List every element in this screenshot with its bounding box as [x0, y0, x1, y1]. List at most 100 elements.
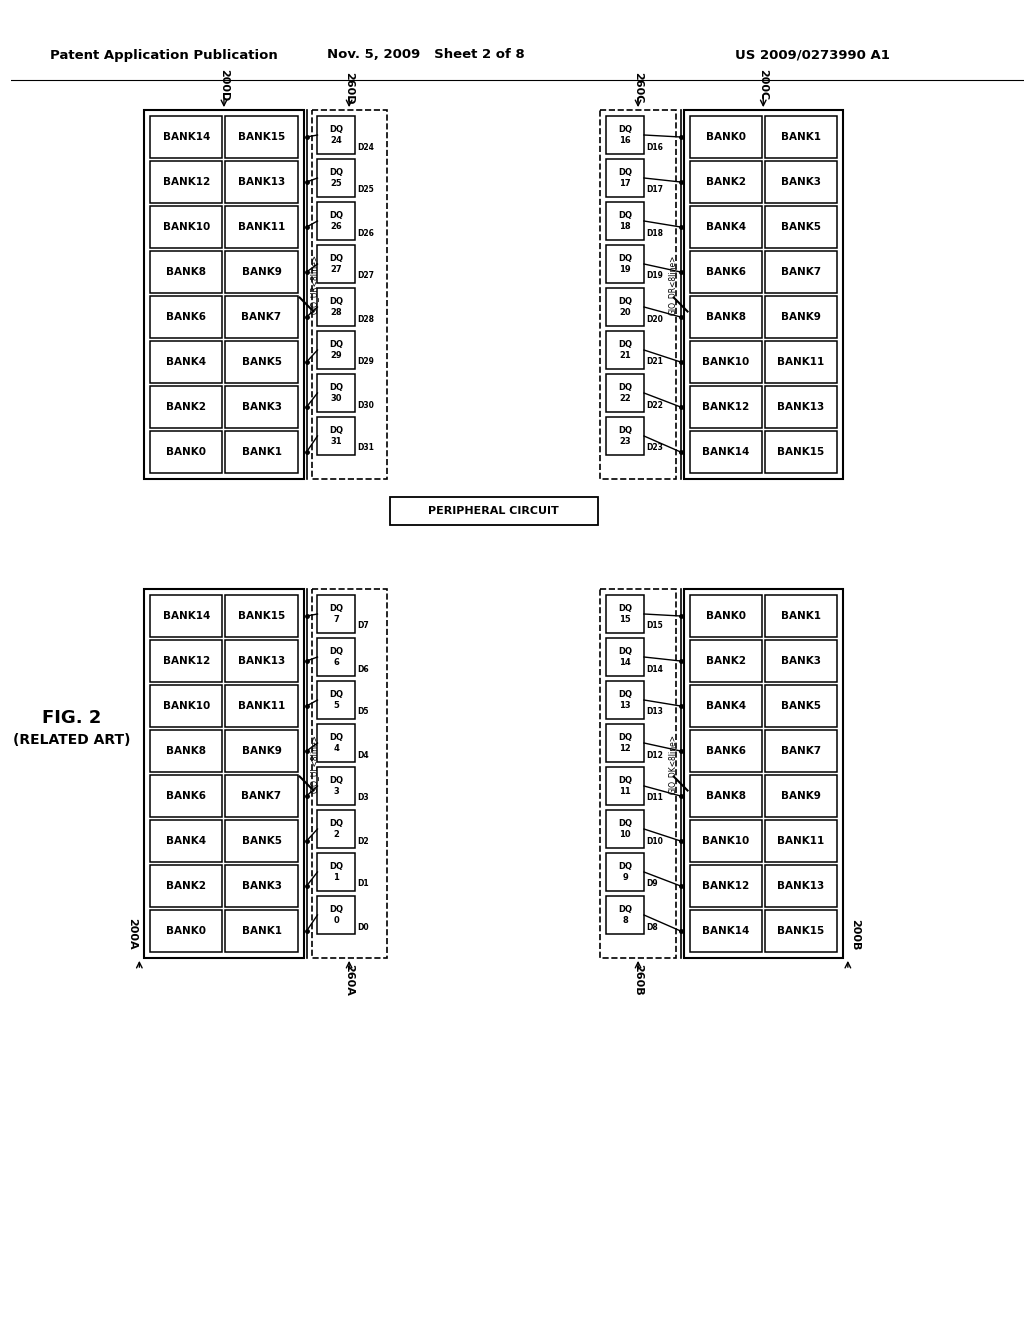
Bar	[311, 110, 387, 479]
Bar	[151, 820, 222, 862]
Bar	[225, 820, 298, 862]
Text: DQ
1: DQ 1	[330, 862, 343, 882]
Bar	[765, 595, 837, 638]
Text: BANK8: BANK8	[166, 746, 207, 756]
Text: BANK7: BANK7	[780, 746, 821, 756]
Text: 200A: 200A	[127, 919, 137, 950]
Bar	[765, 432, 837, 473]
Text: D21: D21	[646, 358, 663, 367]
Text: BANK4: BANK4	[166, 356, 207, 367]
Text: DQ
20: DQ 20	[618, 297, 632, 317]
Text: BANK13: BANK13	[777, 880, 824, 891]
Text: DQ
2: DQ 2	[330, 820, 343, 838]
Bar	[225, 432, 298, 473]
Text: BANK5: BANK5	[781, 701, 821, 711]
Bar	[689, 775, 762, 817]
Bar	[765, 820, 837, 862]
Text: D29: D29	[357, 358, 374, 367]
Text: D26: D26	[357, 228, 374, 238]
Text: US 2009/0273990 A1: US 2009/0273990 A1	[735, 49, 890, 62]
Bar	[765, 865, 837, 907]
Bar	[317, 202, 355, 240]
Bar	[317, 723, 355, 762]
Text: BANK1: BANK1	[781, 611, 821, 620]
Bar	[765, 206, 837, 248]
Bar	[317, 158, 355, 197]
Text: D8: D8	[646, 923, 657, 932]
Text: DQ
25: DQ 25	[330, 168, 343, 187]
Text: D16: D16	[646, 143, 663, 152]
Text: BANK15: BANK15	[238, 611, 285, 620]
Text: (RELATED ART): (RELATED ART)	[13, 733, 131, 747]
Bar	[225, 161, 298, 203]
Bar	[225, 116, 298, 158]
Bar	[689, 251, 762, 293]
Text: BANK1: BANK1	[781, 132, 821, 143]
Text: BANK2: BANK2	[166, 880, 207, 891]
Text: D10: D10	[646, 837, 663, 846]
Text: DQ
13: DQ 13	[618, 690, 632, 710]
Bar	[317, 246, 355, 282]
Text: D18: D18	[646, 228, 663, 238]
Text: BANK13: BANK13	[238, 177, 285, 187]
Bar	[151, 432, 222, 473]
Text: BANK8: BANK8	[706, 312, 745, 322]
Text: BANK0: BANK0	[166, 447, 207, 457]
Text: D25: D25	[357, 186, 374, 194]
Bar	[225, 775, 298, 817]
Text: D20: D20	[646, 314, 663, 323]
Bar	[765, 116, 837, 158]
Text: DQ
8: DQ 8	[618, 906, 632, 925]
Text: DQ
11: DQ 11	[618, 776, 632, 796]
Text: D17: D17	[646, 186, 663, 194]
Bar	[151, 251, 222, 293]
Bar	[606, 202, 644, 240]
Text: 200B: 200B	[850, 919, 860, 950]
Text: BANK11: BANK11	[238, 701, 285, 711]
Bar	[600, 110, 676, 479]
Bar	[689, 595, 762, 638]
Bar	[225, 685, 298, 727]
Bar	[225, 909, 298, 952]
Text: Nov. 5, 2009   Sheet 2 of 8: Nov. 5, 2009 Sheet 2 of 8	[328, 49, 525, 62]
Bar	[225, 385, 298, 428]
Bar	[684, 110, 843, 479]
Bar	[765, 640, 837, 682]
Text: BANK9: BANK9	[242, 746, 282, 756]
Bar	[317, 417, 355, 455]
Text: BANK13: BANK13	[238, 656, 285, 667]
Bar	[606, 723, 644, 762]
Bar	[689, 685, 762, 727]
Bar	[151, 385, 222, 428]
Text: DQ
3: DQ 3	[330, 776, 343, 796]
Text: D14: D14	[646, 664, 663, 673]
Text: BANK1: BANK1	[242, 447, 282, 457]
Text: DQ
26: DQ 26	[330, 211, 343, 231]
Text: BANK1: BANK1	[242, 927, 282, 936]
Text: D28: D28	[357, 314, 374, 323]
Text: DQ
18: DQ 18	[618, 211, 632, 231]
Text: DQ
21: DQ 21	[618, 341, 632, 360]
Text: D7: D7	[357, 622, 369, 631]
Text: BANK7: BANK7	[780, 267, 821, 277]
Bar	[317, 767, 355, 805]
Text: D2: D2	[357, 837, 369, 846]
Bar	[606, 288, 644, 326]
Text: D9: D9	[646, 879, 657, 888]
Text: D30: D30	[357, 400, 374, 409]
Bar	[317, 331, 355, 370]
Text: BANK2: BANK2	[166, 403, 207, 412]
Text: DQ
6: DQ 6	[330, 647, 343, 667]
Bar	[144, 589, 303, 958]
Text: GIO_UR<8line>: GIO_UR<8line>	[310, 255, 319, 314]
Text: BANK12: BANK12	[163, 656, 210, 667]
Text: BANK15: BANK15	[238, 132, 285, 143]
Text: 200D: 200D	[219, 69, 229, 102]
Bar	[151, 341, 222, 383]
Text: DQ
14: DQ 14	[618, 647, 632, 667]
Text: D24: D24	[357, 143, 374, 152]
Text: BANK7: BANK7	[242, 312, 282, 322]
Bar	[606, 681, 644, 719]
Bar	[151, 730, 222, 772]
Bar	[606, 767, 644, 805]
